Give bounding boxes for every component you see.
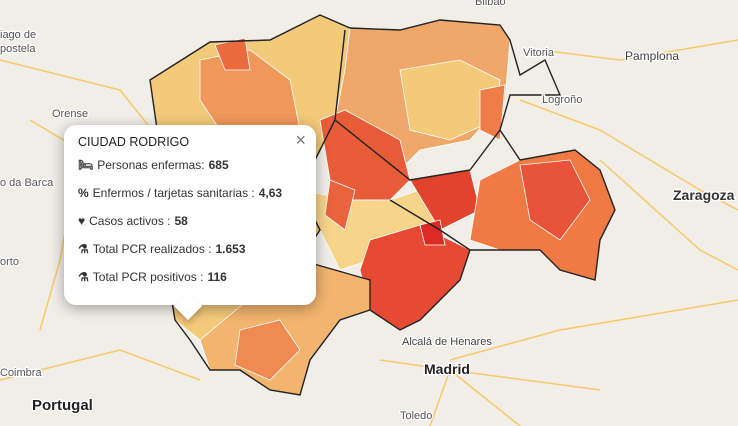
row-value: 116 bbox=[207, 270, 227, 284]
place-label: Vitoria bbox=[523, 47, 555, 59]
popup: CIUDAD RODRIGO × 🛏 Personas enfermas: 685%… bbox=[64, 125, 316, 305]
row-label: Casos activos : bbox=[89, 214, 171, 228]
place-label: Pamplona bbox=[625, 49, 679, 63]
row-icon: % bbox=[78, 186, 89, 200]
row-value: 1.653 bbox=[215, 242, 246, 256]
place-label: iago de bbox=[0, 29, 36, 41]
place-label: postela bbox=[0, 43, 36, 55]
popup-row: ⚗ Total PCR realizados :1.653 bbox=[78, 242, 246, 256]
row-label: Personas enfermas: bbox=[97, 158, 205, 172]
row-icon: 🛏 bbox=[78, 158, 94, 172]
popup-row: ⚗ Total PCR positivos :116 bbox=[78, 270, 227, 284]
popup-row: ♥ Casos activos :58 bbox=[78, 214, 188, 228]
popup-row: % Enfermos / tarjetas sanitarias :4,63 bbox=[78, 186, 282, 200]
row-label: Enfermos / tarjetas sanitarias : bbox=[92, 186, 255, 200]
row-value: 685 bbox=[208, 158, 229, 172]
popup-row: 🛏 Personas enfermas: 685 bbox=[78, 158, 229, 172]
row-icon: ♥ bbox=[78, 214, 86, 228]
close-button[interactable]: × bbox=[295, 130, 306, 150]
row-label: Total PCR realizados : bbox=[92, 242, 212, 256]
place-label: Coimbra bbox=[0, 367, 42, 379]
place-label: Zaragoza bbox=[673, 187, 735, 203]
row-value: 4,63 bbox=[258, 186, 283, 200]
place-label: Madrid bbox=[424, 361, 470, 377]
place-label: Toledo bbox=[400, 410, 432, 422]
roads bbox=[0, 39, 738, 426]
place-label: Orense bbox=[52, 108, 88, 120]
row-value: 58 bbox=[174, 214, 188, 228]
place-label: Alcalá de Henares bbox=[402, 336, 492, 348]
row-label: Total PCR positivos : bbox=[92, 270, 204, 284]
place-label: Portugal bbox=[32, 397, 93, 414]
row-icon: ⚗ bbox=[78, 242, 89, 256]
popup-title: CIUDAD RODRIGO bbox=[78, 135, 190, 149]
place-label: Bilbao bbox=[475, 0, 506, 8]
place-label: orto bbox=[0, 256, 19, 268]
place-label: Logroño bbox=[542, 94, 582, 106]
row-icon: ⚗ bbox=[78, 270, 89, 284]
place-label: o da Barca bbox=[0, 177, 54, 189]
